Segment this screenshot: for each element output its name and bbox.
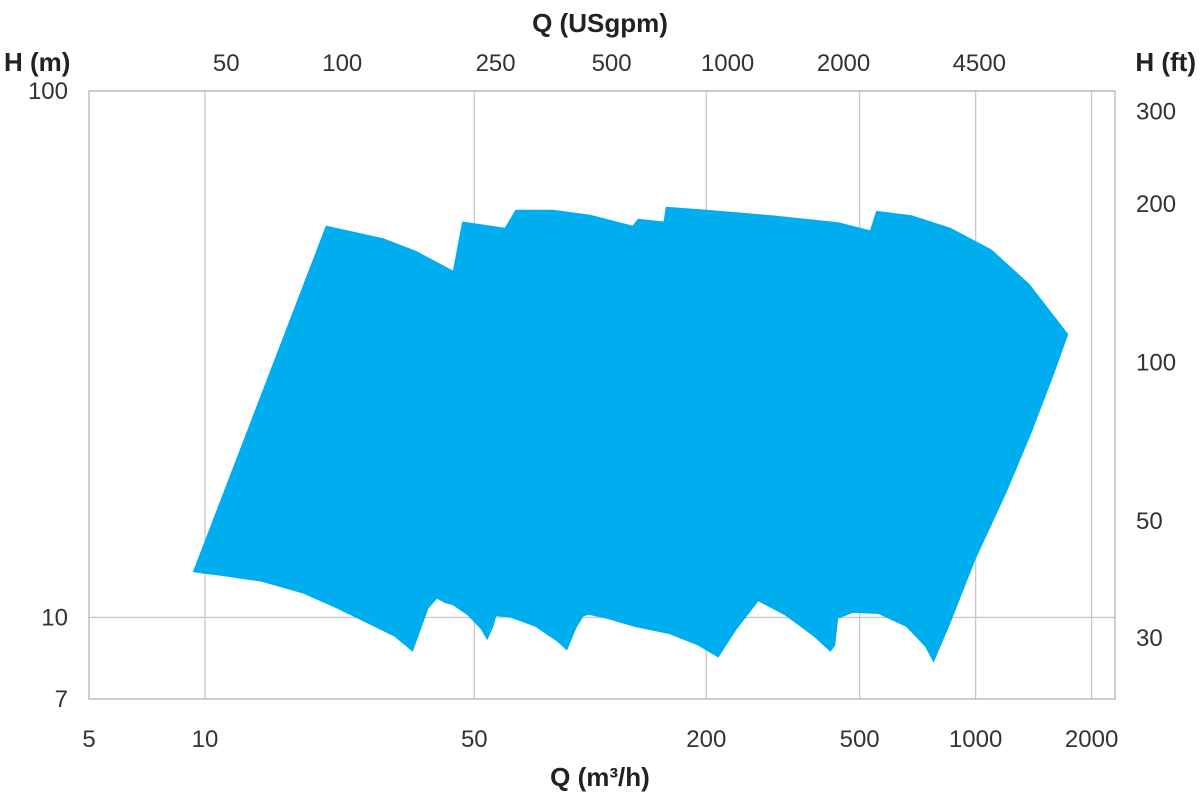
y2-axis-title: H (ft) xyxy=(1135,47,1196,77)
x-tick-label: 2000 xyxy=(1065,726,1118,753)
y2-tick-label: 50 xyxy=(1136,508,1163,535)
plot-frame xyxy=(88,90,1116,700)
x2-axis-title: Q (USgpm) xyxy=(532,8,668,38)
y-axis-title: H (m) xyxy=(4,47,70,77)
x2-tick-label: 2000 xyxy=(817,50,870,77)
y2-tick-label: 300 xyxy=(1136,98,1176,125)
x-tick-label: 1000 xyxy=(949,726,1002,753)
x2-tick-label: 50 xyxy=(213,50,240,77)
x-tick-label: 5 xyxy=(82,726,95,753)
x-axis-title: Q (m³/h) xyxy=(550,762,650,792)
x-tick-label: 500 xyxy=(840,726,880,753)
y2-tick-label: 30 xyxy=(1136,625,1163,652)
y2-tick-label: 100 xyxy=(1136,350,1176,377)
tick-labels: 5 10 50 200 500 1000 2000 50 100 250 500 1000 2000 45… xyxy=(28,50,1176,753)
x2-tick-label: 250 xyxy=(476,50,516,77)
x-tick-label: 200 xyxy=(686,726,726,753)
y-tick-label: 10 xyxy=(41,604,68,631)
x2-tick-label: 4500 xyxy=(953,50,1006,77)
y2-tick-label: 200 xyxy=(1136,191,1176,218)
pump-coverage-area xyxy=(192,206,1069,663)
x2-tick-label: 1000 xyxy=(701,50,754,77)
x-tick-label: 50 xyxy=(461,726,488,753)
y-tick-label: 100 xyxy=(28,78,68,105)
x2-tick-label: 100 xyxy=(322,50,362,77)
x-tick-label: 10 xyxy=(192,726,219,753)
x2-tick-label: 500 xyxy=(592,50,632,77)
y-tick-label: 7 xyxy=(55,686,68,713)
